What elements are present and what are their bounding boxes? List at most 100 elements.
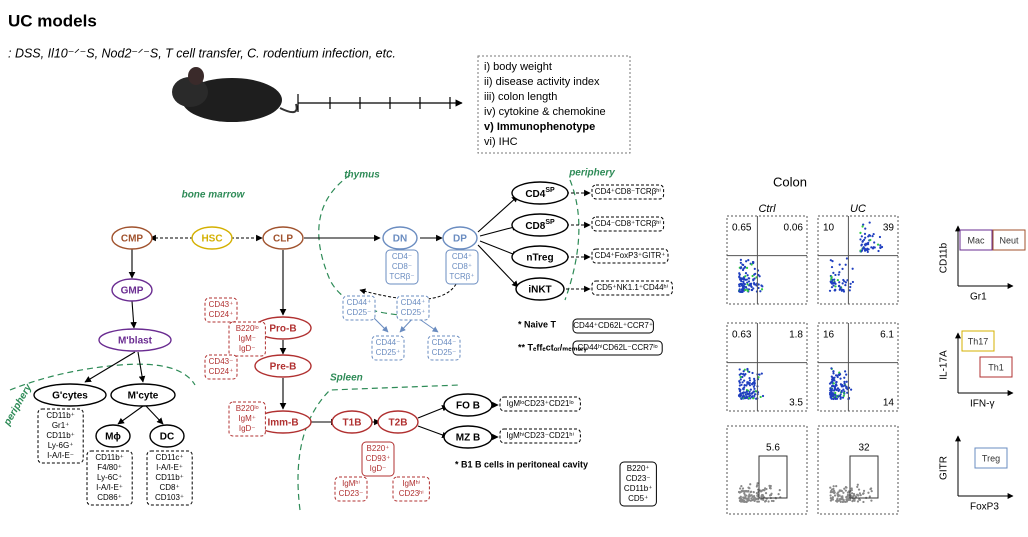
flow-dot (842, 394, 845, 397)
flow-dot (839, 377, 842, 380)
flow-dot (838, 394, 842, 398)
flow-dot (842, 491, 845, 494)
flow-dot (748, 390, 751, 393)
flow-dot (830, 367, 833, 370)
marker-text: CD4⁺CD8⁻TCRβʰⁱ (595, 187, 661, 196)
flow-dot (749, 499, 752, 502)
flow-dot (838, 489, 841, 492)
marker-text: IgMʰⁱ (402, 479, 420, 488)
quadrant-value: 10 (823, 223, 835, 234)
marker-text: CD103⁺ (155, 493, 184, 502)
flow-dot (845, 373, 848, 376)
flow-dot (738, 373, 741, 376)
marker-text: CD25⁻ (432, 348, 457, 357)
flow-dot (851, 267, 854, 270)
x-axis-label: Gr1 (970, 292, 987, 303)
readout: v) Immunophenotype (484, 121, 595, 133)
flow-dot (753, 393, 757, 396)
marker-box (572, 340, 663, 356)
flow-dot (769, 487, 772, 490)
node-label: DN (393, 234, 407, 245)
quadrant-value: 39 (883, 223, 895, 234)
flow-dots (829, 483, 873, 504)
flow-dot (830, 490, 833, 493)
readout: i) body weight (484, 61, 552, 73)
flow-dot (863, 249, 867, 252)
marker-text: CD23ʰⁱ (399, 489, 424, 498)
flow-dot (764, 492, 768, 495)
marker-box (361, 441, 395, 477)
flow-dot (850, 487, 853, 490)
flow-dot (838, 281, 841, 284)
flow-dot (758, 275, 761, 278)
flow-dot (742, 373, 745, 376)
flow-dot (750, 494, 753, 497)
flow-dot (744, 393, 747, 396)
flow-dot (741, 395, 744, 399)
cell-node (98, 328, 172, 352)
flow-dot (829, 387, 832, 390)
legend-label: Treg (982, 453, 1000, 463)
gate (849, 455, 879, 499)
flow-dot (750, 288, 754, 292)
marker-box (499, 396, 581, 412)
flow-title: Colon (773, 174, 807, 189)
flow-dot (743, 383, 746, 387)
flow-dot (737, 394, 741, 397)
marker-box (37, 408, 84, 464)
region-label: Spleen (330, 373, 363, 384)
flow-dot (753, 387, 756, 390)
flow-dot (746, 289, 749, 292)
flow-dot (742, 278, 745, 281)
flow-dot (870, 490, 873, 493)
flow-dot (746, 283, 749, 286)
marker-box (204, 354, 238, 380)
flow-dot (767, 500, 770, 503)
node-label: FO B (456, 401, 480, 412)
title: UC models (8, 11, 97, 30)
marker-box (591, 248, 669, 264)
quadrant-value: 1.8 (789, 330, 803, 341)
flow-dot (749, 388, 752, 391)
flow-dot (859, 238, 862, 241)
flow-dot (830, 265, 834, 269)
marker-text: CD11b⁺ (95, 453, 124, 462)
marker-text: CD11b⁺ (624, 484, 653, 493)
marker-text: F4/80⁺ (97, 463, 122, 472)
flow-dot (743, 282, 746, 286)
flow-dot (838, 271, 841, 274)
arrow (417, 405, 449, 419)
marker-text: CD11b⁺ (155, 473, 184, 482)
flow-dot (862, 246, 865, 249)
flow-dot (752, 494, 756, 498)
node-label: G'cytes (52, 391, 88, 402)
marker-box (619, 461, 657, 507)
flow-dot (768, 484, 771, 487)
legend-box (992, 229, 1026, 251)
marker-text: CD93⁺ (366, 454, 391, 463)
flow-dot (749, 483, 752, 486)
flow-dot (862, 223, 865, 226)
flow-dot (836, 387, 840, 390)
flow-dot (742, 263, 745, 267)
marker-text: TCRβ⁻ (389, 272, 414, 281)
readout: iii) colon length (484, 91, 557, 103)
flow-dot (748, 277, 751, 280)
flow-dot (762, 495, 765, 498)
flow-dot (834, 396, 837, 399)
flow-dot (837, 273, 840, 276)
flow-dot (744, 500, 747, 503)
readout: ii) disease activity index (484, 76, 600, 88)
flow-dot (856, 493, 859, 496)
flow-dot (760, 288, 764, 291)
flow-dot (750, 497, 753, 500)
flow-dot (745, 384, 748, 387)
region-label: bone marrow (182, 190, 246, 201)
flow-dot (865, 242, 868, 245)
flow-dot (860, 244, 863, 247)
flow-dot (744, 391, 747, 394)
marker-box (591, 184, 665, 200)
marker-text: CD25⁻ (347, 308, 372, 317)
marker-text: B220⁺ (627, 464, 650, 473)
x-axis-label: IFN-γ (970, 399, 994, 410)
